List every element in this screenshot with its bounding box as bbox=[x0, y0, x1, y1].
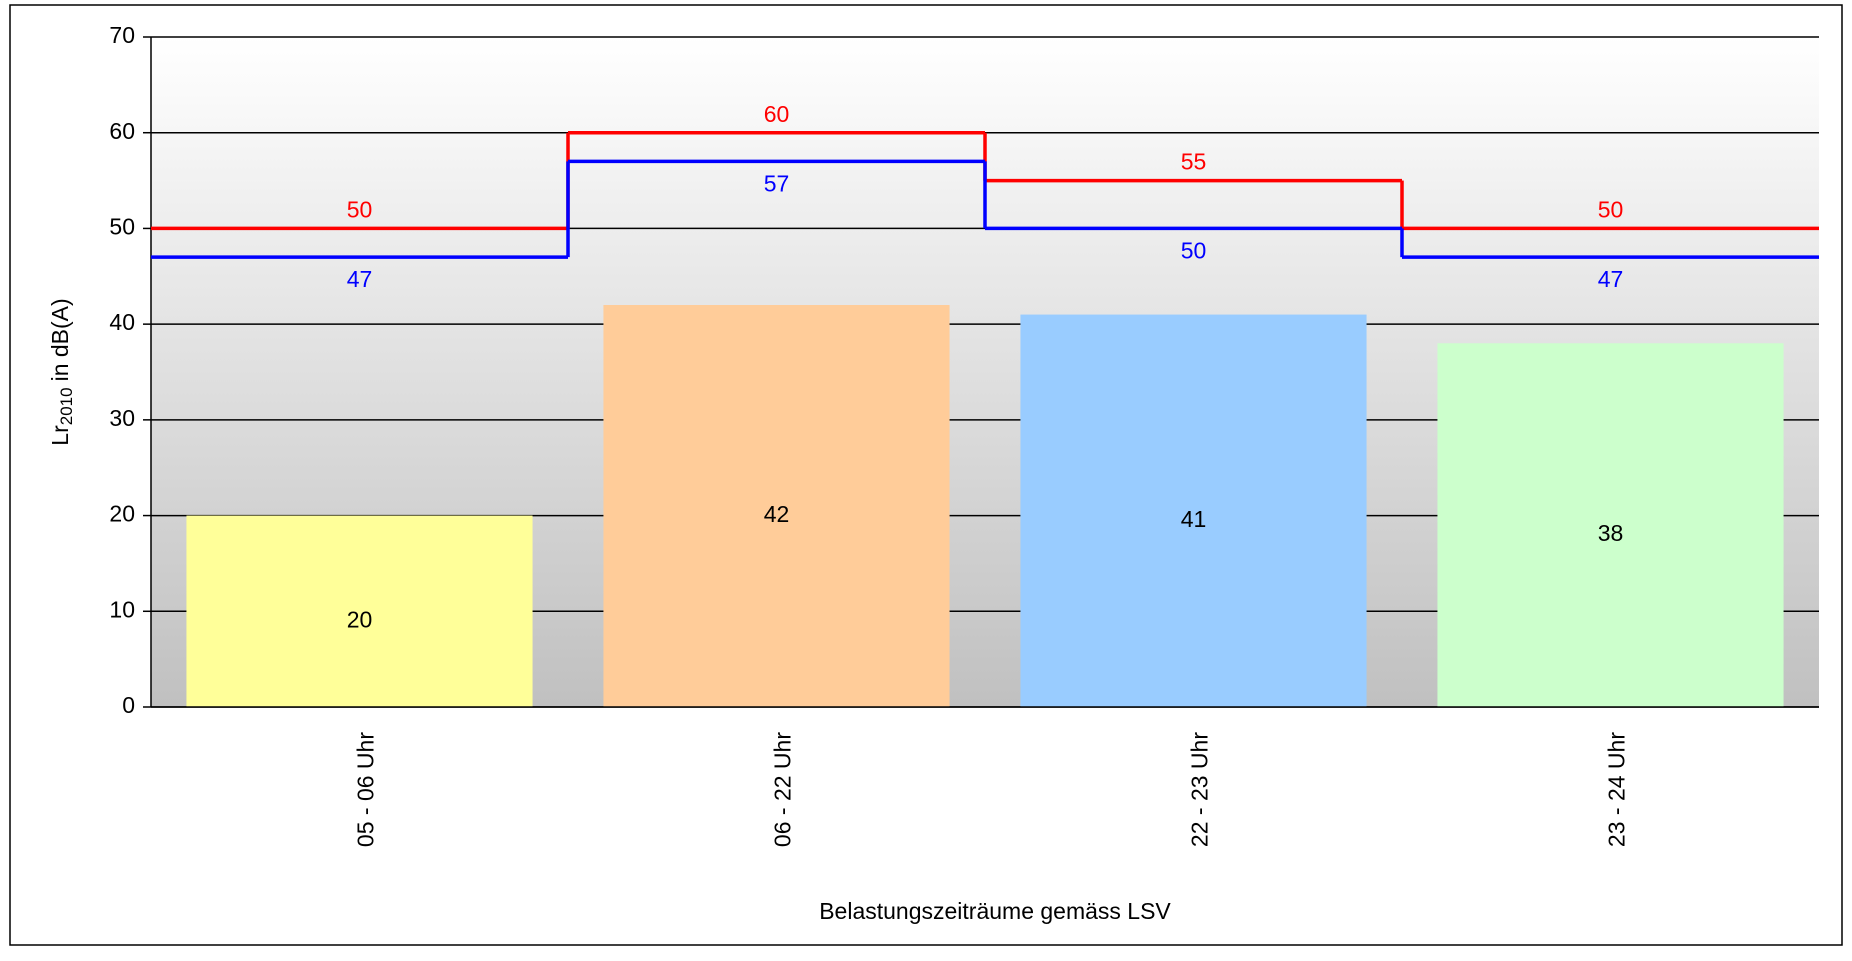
y-tick-label: 60 bbox=[109, 118, 135, 144]
line-label: 47 bbox=[347, 266, 373, 292]
x-tick-label: 23 - 24 Uhr bbox=[1604, 732, 1630, 847]
bar-label: 41 bbox=[1181, 506, 1207, 532]
bar bbox=[1437, 343, 1784, 707]
line-label: 50 bbox=[1181, 238, 1207, 264]
y-tick-label: 30 bbox=[109, 405, 135, 431]
y-tick-label: 50 bbox=[109, 214, 135, 240]
bar bbox=[1020, 314, 1367, 707]
line-label: 50 bbox=[1598, 197, 1624, 223]
line-label: 50 bbox=[347, 197, 373, 223]
line-label: 57 bbox=[764, 171, 790, 197]
y-tick-label: 0 bbox=[122, 692, 135, 718]
bar-label: 42 bbox=[764, 501, 790, 527]
x-tick-label: 06 - 22 Uhr bbox=[770, 732, 796, 847]
y-tick-label: 70 bbox=[109, 22, 135, 48]
x-tick-label: 05 - 06 Uhr bbox=[353, 732, 379, 847]
bar bbox=[603, 305, 950, 707]
y-tick-label: 10 bbox=[109, 596, 135, 622]
line-label: 55 bbox=[1181, 149, 1207, 175]
x-axis-label: Belastungszeiträume gemäss LSV bbox=[819, 898, 1171, 924]
bar bbox=[186, 515, 533, 707]
y-tick-label: 20 bbox=[109, 501, 135, 527]
y-tick-label: 40 bbox=[109, 309, 135, 335]
x-tick-label: 22 - 23 Uhr bbox=[1187, 732, 1213, 847]
bar-label: 38 bbox=[1598, 520, 1624, 546]
line-label: 60 bbox=[764, 101, 790, 127]
y-label-main: Lr bbox=[47, 425, 73, 446]
y-label-unit: in dB(A) bbox=[47, 298, 73, 381]
bar-label: 20 bbox=[347, 606, 373, 632]
line-label: 47 bbox=[1598, 266, 1624, 292]
y-axis-label: Lr2010 in dB(A) bbox=[47, 298, 76, 445]
y-label-sub: 2010 bbox=[57, 387, 76, 425]
